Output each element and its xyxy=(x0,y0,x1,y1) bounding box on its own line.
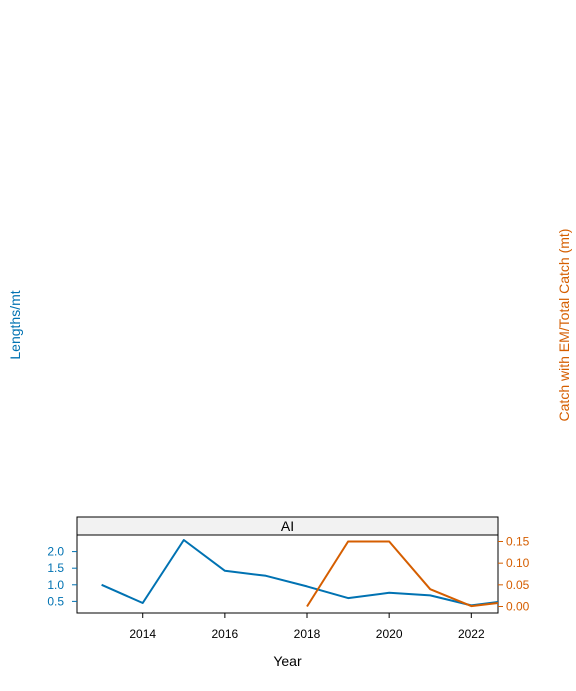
y-right-tick-label: 0.00 xyxy=(506,600,530,614)
x-tick-label: 2022 xyxy=(458,627,485,641)
series-line-lengths xyxy=(101,539,498,607)
y-axis-left-title: Lengths/mt xyxy=(7,290,23,359)
y-left-tick-label: 2.0 xyxy=(47,545,64,559)
y-left-tick-label: 1.5 xyxy=(47,561,64,575)
x-tick-label: 2020 xyxy=(376,627,403,641)
x-tick-label: 2014 xyxy=(129,627,156,641)
series-line-catch-ratio xyxy=(306,540,498,608)
tick-layer: 2014 2016 2018 2020 2022 0.5 1.0 1.5 2.0 0.00 0.05… xyxy=(47,535,529,642)
plot-frame xyxy=(76,534,499,614)
x-tick-label: 2018 xyxy=(294,627,321,641)
series-layer xyxy=(101,539,498,608)
x-tick-label: 2016 xyxy=(212,627,239,641)
y-right-tick-label: 0.15 xyxy=(506,535,530,549)
y-right-tick-label: 0.10 xyxy=(506,556,530,570)
y-right-tick-label: 0.05 xyxy=(506,578,530,592)
y-left-tick-label: 1.0 xyxy=(47,578,64,592)
y-left-tick-label: 0.5 xyxy=(47,594,64,608)
x-axis-title: Year xyxy=(273,653,302,669)
y-axis-right-title: Catch with EM/Total Catch (mt) xyxy=(556,229,572,422)
panel-strip-label: AI xyxy=(281,518,294,534)
